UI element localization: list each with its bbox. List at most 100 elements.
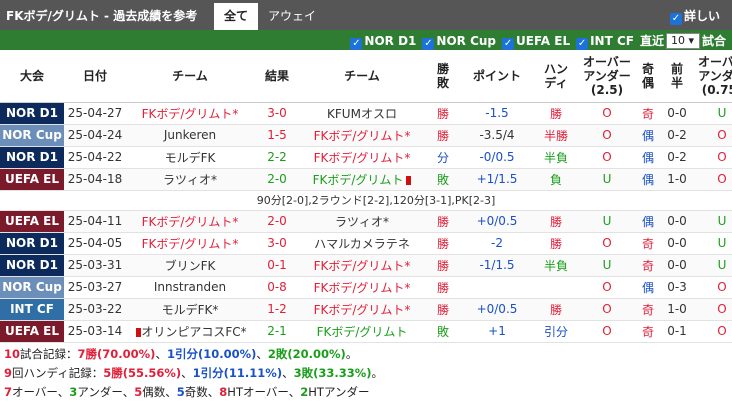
- summary-part: (10.00%): [197, 347, 257, 361]
- home-team-cell[interactable]: モルデFK: [126, 146, 254, 169]
- table-header: 大会 日付 チーム 結果 チーム勝敗ポイント ハン ディ オーバー アンダー (2.5) 奇偶前半オ…: [0, 50, 732, 103]
- competition-cell: UEFA EL: [0, 320, 64, 343]
- tab-away[interactable]: アウェイ: [267, 9, 316, 23]
- summary-part: 10: [4, 347, 21, 361]
- away-team-cell[interactable]: FKボデ/グリムト: [300, 168, 424, 191]
- summary-part: 7勝: [77, 347, 98, 361]
- date-cell: 25-03-27: [64, 276, 126, 299]
- column-header: チーム: [300, 50, 424, 103]
- home-team-cell[interactable]: ラツィオ*: [126, 168, 254, 191]
- home-team-cell[interactable]: モルデFK*: [126, 298, 254, 321]
- summary-part: ：: [91, 366, 104, 380]
- red-card-icon: [136, 327, 142, 337]
- away-team-cell[interactable]: FKボデ/グリムト: [300, 320, 424, 343]
- half-time-cell: 0-0: [662, 210, 692, 233]
- summary-part: (55.56%): [122, 366, 182, 380]
- score-cell: 3-0: [254, 232, 300, 255]
- point-cell: -1.5: [462, 102, 532, 125]
- checkbox-icon[interactable]: ✓: [669, 13, 682, 25]
- home-team-cell[interactable]: FKボデ/グリムト*: [126, 102, 254, 125]
- filter-label: INT CF: [590, 34, 634, 48]
- competition-cell: NOR Cup: [0, 124, 64, 147]
- score-cell: 1-2: [254, 298, 300, 321]
- odd-even-cell: 奇: [634, 102, 662, 125]
- competition-cell: NOR D1: [0, 102, 64, 125]
- away-team-cell[interactable]: FKボデ/グリムト*: [300, 276, 424, 299]
- point-cell: -1/1.5: [462, 254, 532, 277]
- point-cell: +0/0.5: [462, 298, 532, 321]
- away-team-cell[interactable]: KFUMオスロ: [300, 102, 424, 125]
- away-team-cell[interactable]: FKボデ/グリムト*: [300, 146, 424, 169]
- home-team-cell[interactable]: FKボデ/グリムト*: [126, 210, 254, 233]
- detail-toggle[interactable]: ✓ 詳しい: [669, 9, 720, 25]
- over-under-cell: U: [580, 210, 634, 233]
- checkbox-icon[interactable]: ✓: [576, 38, 589, 50]
- tab-all[interactable]: 全て: [214, 3, 258, 30]
- over-under-ht-cell: U: [692, 102, 732, 125]
- table-row: NOR D1 25-03-31 ブリンFK 0-1 FKボデ/グリムト* 勝 -1/1.5 半…: [0, 254, 732, 277]
- half-time-cell: 1-0: [662, 168, 692, 191]
- summary-part: 5: [134, 385, 143, 399]
- point-cell: -3.5/4: [462, 124, 532, 147]
- summary-part: 、: [155, 347, 167, 361]
- result-cell: 分: [424, 146, 462, 169]
- summary-part: 、: [181, 366, 193, 380]
- over-under-cell: O: [580, 232, 634, 255]
- handicap-cell: 勝: [532, 210, 580, 233]
- table-row: INT CF 25-03-22 モルデFK* 1-2 FKボデ/グリムト* 勝 +0/0.5…: [0, 298, 732, 321]
- summary-totals: 7オーバー、3アンダー、5偶数、5奇数、8HTオーバー、2HTアンダー: [4, 383, 383, 402]
- home-team-cell[interactable]: オリンピアコスFC*: [126, 320, 254, 343]
- filter-uefa-el[interactable]: ✓ UEFA EL: [502, 34, 571, 50]
- over-under-cell: U: [580, 168, 634, 191]
- over-under-cell: O: [580, 298, 634, 321]
- result-cell: 勝: [424, 276, 462, 299]
- home-team-cell[interactable]: ブリンFK: [126, 254, 254, 277]
- summary-part: HTアンダー: [308, 385, 370, 399]
- half-time-cell: 1-0: [662, 298, 692, 321]
- half-time-cell: 0-1: [662, 320, 692, 343]
- home-team-cell[interactable]: Innstranden: [126, 276, 254, 299]
- filter-int-cf[interactable]: ✓ INT CF: [576, 34, 634, 50]
- filter-nor-d1[interactable]: ✓ NOR D1: [350, 34, 416, 50]
- home-team-cell[interactable]: FKボデ/グリムト*: [126, 232, 254, 255]
- handicap-cell: 勝: [532, 298, 580, 321]
- checkbox-icon[interactable]: ✓: [422, 38, 435, 50]
- summary-part: 1引分: [192, 366, 224, 380]
- handicap-cell: 引分: [532, 320, 580, 343]
- score-cell: 2-0: [254, 168, 300, 191]
- red-card-icon: [406, 175, 412, 185]
- over-under-cell: O: [580, 276, 634, 299]
- point-cell: -2: [462, 232, 532, 255]
- filter-label: NOR Cup: [436, 34, 497, 48]
- point-cell: +1: [462, 320, 532, 343]
- table-row: UEFA EL 25-03-14 オリンピアコスFC* 2-1 FKボデ/グリムト敗 +1…: [0, 320, 732, 343]
- point-cell: +1/1.5: [462, 168, 532, 191]
- over-under-cell: O: [580, 124, 634, 147]
- summary-part: 、: [256, 347, 268, 361]
- odd-even-cell: 偶: [634, 276, 662, 299]
- column-header: ハン ディ: [532, 50, 580, 103]
- handicap-cell: 勝: [532, 232, 580, 255]
- filter-nor-cup[interactable]: ✓ NOR Cup: [422, 34, 497, 50]
- filter-label: UEFA EL: [516, 34, 571, 48]
- recent-label: 直近: [639, 34, 664, 48]
- away-team-cell[interactable]: FKボデ/グリムト*: [300, 124, 424, 147]
- summary-games: 10試合記録：7勝(70.00%)、1引分(10.00%)、2敗(20.00%)…: [4, 345, 383, 364]
- away-team-cell[interactable]: FKボデ/グリムト*: [300, 298, 424, 321]
- checkbox-icon[interactable]: ✓: [350, 38, 363, 50]
- home-team-cell[interactable]: Junkeren: [126, 124, 254, 147]
- checkbox-icon[interactable]: ✓: [502, 38, 515, 50]
- score-cell: 1-5: [254, 124, 300, 147]
- over-under-cell: O: [580, 146, 634, 169]
- odd-even-cell: 偶: [634, 146, 662, 169]
- date-cell: 25-04-22: [64, 146, 126, 169]
- game-count-select[interactable]: 10 ▾: [665, 33, 700, 49]
- away-team-cell[interactable]: ハマルカメラテネ: [300, 232, 424, 255]
- away-team-cell[interactable]: ラツィオ*: [300, 210, 424, 233]
- handicap-cell: 半勝: [532, 124, 580, 147]
- summary-part: 7: [4, 385, 13, 399]
- away-team-cell[interactable]: FKボデ/グリムト*: [300, 254, 424, 277]
- extra-info: 90分[2-0],2ラウンド[2-2],120分[3-1],PK[2-3]: [0, 190, 732, 211]
- result-cell: 勝: [424, 210, 462, 233]
- summary-part: ：: [66, 347, 78, 361]
